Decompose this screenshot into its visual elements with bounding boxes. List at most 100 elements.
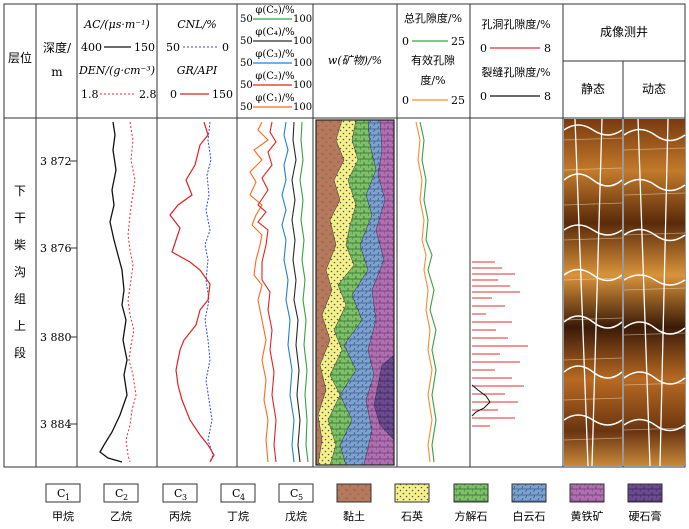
gr-min: 0 xyxy=(170,88,177,101)
total-por-label: 总孔隙度/% xyxy=(404,11,462,25)
legend-item-quartz: 石英 xyxy=(394,483,430,523)
legend: C 1 甲烷 C 2 乙烷 C 3 丙烷 C 4 丁烷 C 5 戊烷 xyxy=(45,483,663,523)
eff-por-min: 0 xyxy=(402,94,409,107)
layer-char: 沟 xyxy=(14,265,26,279)
svg-text:甲烷: 甲烷 xyxy=(52,509,74,523)
svg-text:硬石膏: 硬石膏 xyxy=(629,509,662,523)
legend-item-pyrite: 黄铁矿 xyxy=(569,483,605,523)
svg-text:黄铁矿: 黄铁矿 xyxy=(571,509,604,523)
phi-header: φ(C₅)/% 50 100 φ(C₄)/% 50 100 φ(C₃)/% 50… xyxy=(240,5,312,113)
phi-c5-min: 50 xyxy=(240,14,253,25)
image-log-label: 成像测井 xyxy=(600,25,648,39)
phi-c4-min: 50 xyxy=(240,36,253,47)
phi-c5-curve xyxy=(299,121,309,463)
svg-text:2: 2 xyxy=(123,493,128,502)
cnl-min: 50 xyxy=(166,41,180,54)
layer-name: 下 干 柴 沟 组 上 段 xyxy=(14,184,26,360)
svg-text:黏土: 黏土 xyxy=(343,509,365,523)
svg-text:4: 4 xyxy=(240,493,245,502)
den-label: DEN/(g·cm⁻³) xyxy=(78,64,155,77)
vug-bars xyxy=(472,261,528,427)
layer-char: 柴 xyxy=(14,238,26,252)
vug-label: 孔洞孔隙度/% xyxy=(481,17,550,31)
eff-por-label-1: 有效孔隙 xyxy=(411,53,455,67)
total-por-min: 0 xyxy=(402,35,409,48)
svg-text:C: C xyxy=(232,487,240,500)
gr-curve xyxy=(169,121,215,463)
static-fracture-sinusoids xyxy=(563,124,623,426)
svg-text:C: C xyxy=(290,487,298,500)
eff-por-max: 25 xyxy=(451,94,465,107)
gr-max: 150 xyxy=(212,88,233,101)
vug-max: 8 xyxy=(544,42,551,55)
svg-text:C: C xyxy=(115,487,123,500)
frac-curve xyxy=(471,384,491,417)
svg-text:3: 3 xyxy=(182,493,187,502)
layer-char: 组 xyxy=(14,292,26,306)
phi-c1-curve xyxy=(249,121,269,463)
legend-item-c4: C 4 丁烷 xyxy=(220,483,256,523)
phi-c5-label: φ(C₅)/% xyxy=(255,5,294,16)
depth-tick: 3 884 xyxy=(40,418,72,431)
phi-c2-curve xyxy=(257,121,277,463)
cnl-curve xyxy=(204,121,214,463)
phi-c1-min: 50 xyxy=(240,102,253,113)
legend-item-anhydrite: 硬石膏 xyxy=(627,483,663,523)
eff-por-curve xyxy=(415,121,433,463)
image-static xyxy=(563,118,623,467)
den-curve xyxy=(125,121,137,463)
cnl-label: CNL/% xyxy=(177,18,217,31)
legend-item-c3: C 3 丙烷 xyxy=(162,483,198,523)
svg-text:乙烷: 乙烷 xyxy=(110,509,132,523)
phi-c3-curve xyxy=(281,121,295,463)
phi-c3-max: 100 xyxy=(293,58,312,69)
phi-c4-curve xyxy=(291,121,301,463)
mineral-track xyxy=(315,119,395,466)
svg-text:丁烷: 丁烷 xyxy=(227,509,249,523)
layer-char: 下 xyxy=(14,184,26,198)
phi-c2-label: φ(C₂)/% xyxy=(255,71,294,82)
phi-c2-min: 50 xyxy=(240,80,253,91)
svg-text:方解石: 方解石 xyxy=(455,509,488,523)
eff-por-label-2: 度/% xyxy=(420,73,445,87)
legend-item-c1: C 1 甲烷 xyxy=(45,483,81,523)
depth-tick: 3 872 xyxy=(40,155,72,168)
svg-text:C: C xyxy=(174,487,182,500)
dynamic-label: 动态 xyxy=(642,82,666,96)
den-min: 1.8 xyxy=(81,88,99,101)
depth-header: 深度/ xyxy=(43,40,72,55)
svg-text:1: 1 xyxy=(65,493,70,502)
layer-header: 层位 xyxy=(8,50,32,65)
phi-c4-max: 100 xyxy=(293,36,312,47)
mineral-label: w(矿物)/% xyxy=(328,54,382,67)
dynamic-fracture-sinusoids xyxy=(623,128,686,432)
legend-item-c2: C 2 乙烷 xyxy=(103,483,139,523)
phi-c5-max: 100 xyxy=(293,14,312,25)
static-label: 静态 xyxy=(581,82,605,96)
layer-char: 上 xyxy=(14,319,26,333)
frac-max: 8 xyxy=(544,90,551,103)
total-por-max: 25 xyxy=(451,35,465,48)
svg-text:石英: 石英 xyxy=(401,509,423,523)
ac-max: 150 xyxy=(134,41,155,54)
phi-c1-max: 100 xyxy=(293,102,312,113)
depth-unit: m xyxy=(51,65,63,79)
ac-min: 400 xyxy=(81,41,102,54)
phi-c2-max: 100 xyxy=(293,80,312,91)
legend-item-c5: C 5 戊烷 xyxy=(278,483,314,523)
depth-tick: 3 876 xyxy=(40,242,72,255)
layer-char: 干 xyxy=(14,211,26,225)
phi-c3-min: 50 xyxy=(240,58,253,69)
legend-item-clay: 黏土 xyxy=(336,483,372,523)
ac-curve xyxy=(99,121,128,463)
total-por-curve xyxy=(419,121,437,463)
depth-tick: 3 880 xyxy=(40,331,72,344)
svg-text:C: C xyxy=(57,487,65,500)
den-max: 2.8 xyxy=(139,88,157,101)
ac-label: AC/(μs·m⁻¹) xyxy=(83,18,150,31)
svg-text:5: 5 xyxy=(298,493,303,502)
layer-char: 段 xyxy=(14,345,26,360)
frac-min: 0 xyxy=(480,90,487,103)
cnl-max: 0 xyxy=(222,41,229,54)
